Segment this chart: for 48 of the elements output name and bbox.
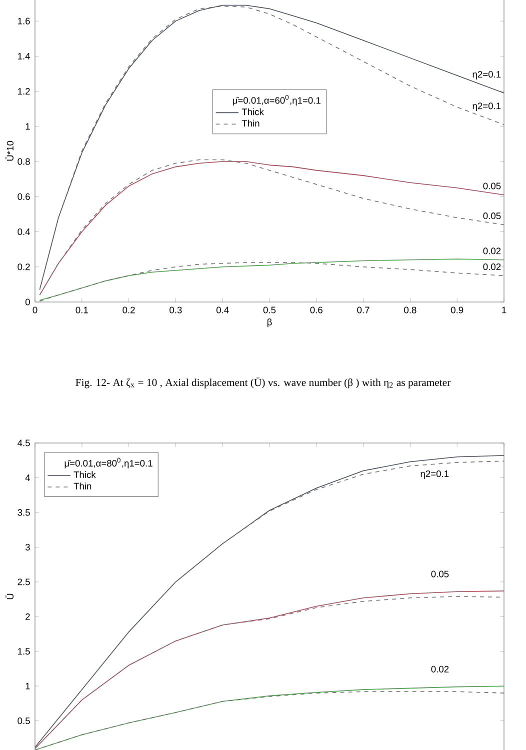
x-tick-label: 0.1	[76, 306, 88, 314]
legend-label: Thin	[74, 482, 92, 490]
x-axis-title: β	[267, 318, 272, 328]
annotation: 0.02	[431, 666, 449, 672]
legend-label: Thick	[74, 471, 96, 478]
x-tick-label: 0.3	[170, 306, 182, 314]
annotation: 0.05	[431, 570, 449, 578]
annotation: η2=0.1	[472, 102, 501, 112]
y-tick-label: 1.4	[18, 52, 30, 60]
annotation: 0.02	[483, 248, 501, 254]
y-tick-label: 0.8	[18, 158, 30, 165]
annotation: η2=0.1	[420, 470, 449, 479]
y-tick-label: 0.4	[18, 228, 30, 236]
y-tick-label: 1.6	[18, 18, 30, 24]
x-tick-label: 0.6	[310, 306, 322, 314]
y-tick-label: 1	[26, 682, 30, 690]
y-tick-label: 4	[25, 474, 30, 481]
y-axis-title: Ū*10	[6, 140, 14, 161]
x-tick-label: 0.9	[450, 306, 464, 314]
y-tick-label: 1.2	[18, 88, 30, 95]
legend-label: Thick	[242, 108, 264, 116]
y-tick-label: 0.5	[18, 718, 30, 724]
x-tick-label: 0	[32, 306, 38, 314]
annotation: 0.02	[483, 263, 501, 270]
y-tick-label: 4.5	[18, 440, 30, 446]
y-tick-label: 2.5	[18, 578, 30, 586]
y-tick-label: 3.5	[18, 509, 30, 516]
annotation: 0.05	[483, 212, 501, 220]
y-tick-label: 3	[25, 544, 30, 550]
legend-label: Thin	[242, 120, 260, 127]
annotation: η2=0.1	[472, 71, 501, 80]
y-tick-label: 1	[26, 123, 30, 130]
y-tick-label: 0.2	[18, 264, 30, 270]
x-tick-label: 0.7	[357, 306, 370, 314]
caption: Fig. 12- At ζ$_{x}$ = 10 , Axial displacement (Ū) vs. wave number (β ) with η$_{2}$ as parameter	[76, 378, 451, 388]
x-tick-label: 1	[502, 306, 506, 314]
y-axis-title: Ū	[6, 594, 14, 600]
x-tick-label: 0.4	[216, 306, 229, 314]
x-tick-label: 0.2	[122, 306, 135, 314]
legend-title: μ̄=0.01,α=80$^{0}$,η1=0.1	[64, 458, 152, 468]
y-tick-label: 1.5	[18, 648, 30, 655]
x-tick-label: 0.5	[263, 306, 276, 314]
annotation: 0.05	[483, 182, 501, 190]
y-tick-label: 2	[26, 613, 30, 620]
x-tick-label: 0.8	[404, 306, 416, 314]
legend-title: μ̄=0.01,α=60$^{0}$,η1=0.1	[232, 94, 320, 106]
y-tick-label: 0	[25, 298, 30, 306]
y-tick-label: 0.6	[18, 193, 30, 200]
